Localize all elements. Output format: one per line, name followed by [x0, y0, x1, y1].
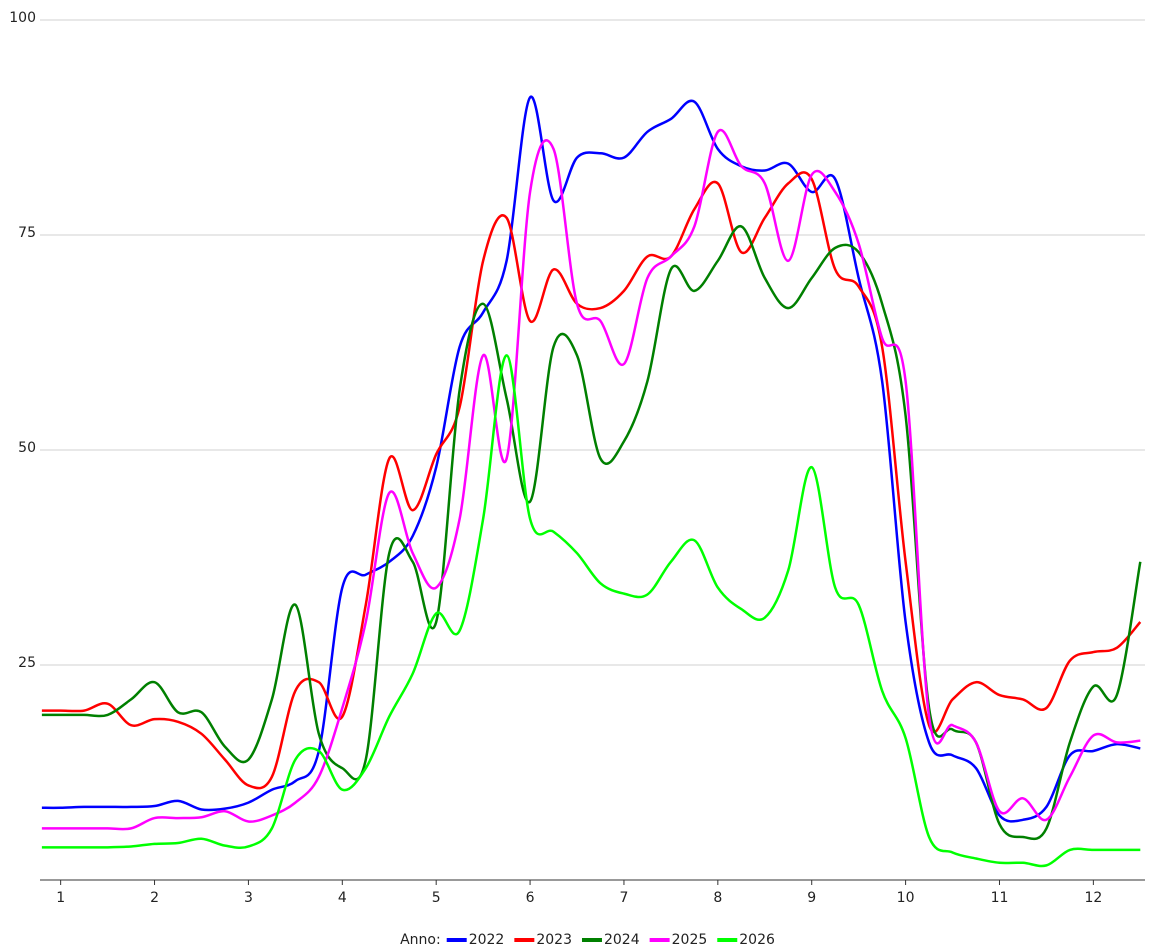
series-line	[41, 225, 1142, 841]
y-tick-label: 100	[9, 10, 36, 26]
x-tick-label: 1	[56, 890, 65, 906]
legend-label: 2022	[469, 932, 505, 948]
x-tick-label: 11	[991, 890, 1009, 906]
legend-item: 2025	[649, 932, 708, 948]
legend-label: 2024	[604, 932, 640, 948]
x-tick-label: 6	[526, 890, 535, 906]
legend-label: 2023	[536, 932, 572, 948]
x-tick-label: 4	[338, 890, 347, 906]
y-tick-label: 50	[18, 440, 36, 456]
x-tick-label: 3	[244, 890, 253, 906]
legend-label: 2025	[672, 932, 708, 948]
x-tick-label: 5	[432, 890, 441, 906]
legend-item: 2024	[581, 932, 640, 948]
x-tick-label: 12	[1084, 890, 1102, 906]
y-tick-label: 25	[18, 655, 36, 671]
legend-item: 2026	[717, 932, 775, 948]
legend-item: 2022	[446, 932, 505, 948]
x-tick-label: 2	[150, 890, 159, 906]
legend-title: Anno:	[400, 932, 441, 948]
series-line	[41, 171, 1142, 790]
legend-label: 2026	[739, 932, 775, 948]
series-line	[41, 95, 1141, 823]
legend: Anno: 2022 2023 2024 2025 2026	[400, 932, 775, 948]
series-line	[41, 354, 1141, 868]
x-tick-label: 9	[807, 890, 816, 906]
x-tick-label: 8	[713, 890, 722, 906]
legend-item: 2023	[514, 932, 572, 948]
x-tick-label: 7	[619, 890, 628, 906]
y-tick-label: 75	[18, 225, 36, 241]
series-line	[41, 128, 1141, 831]
x-tick-label: 10	[897, 890, 915, 906]
